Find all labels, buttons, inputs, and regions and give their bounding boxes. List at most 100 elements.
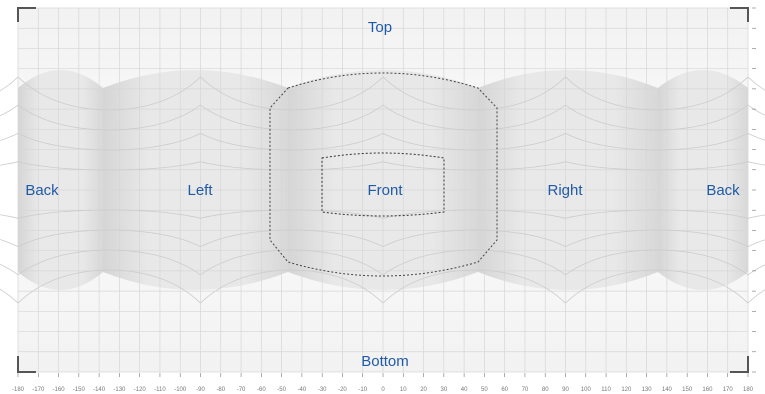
x-tick-label: 160: [702, 387, 713, 393]
grid-face-curve: [200, 161, 384, 171]
x-tick-label: -40: [298, 387, 307, 393]
grid-face-curve: [565, 269, 749, 304]
x-tick-label: -60: [257, 387, 266, 393]
grid-face-curve: [747, 214, 765, 219]
x-tick-label: -20: [338, 387, 347, 393]
x-tick-label: 40: [461, 387, 468, 393]
grid-face-curve: [565, 133, 749, 151]
grid-face-curve: [200, 229, 384, 247]
grid-face-curve: [200, 133, 384, 151]
label-back-left: Back: [25, 182, 59, 199]
x-tick-label: -160: [53, 387, 66, 393]
x-tick-label: 110: [601, 387, 611, 393]
grid-face-curve: [17, 229, 201, 247]
grid-face-curve: [17, 249, 201, 276]
x-tick-label: 130: [642, 387, 653, 393]
grid-face-curve: [747, 264, 765, 276]
grid-face-curve: [565, 104, 749, 131]
grid-face-curve: [17, 76, 201, 111]
x-tick-label: 180: [743, 387, 754, 393]
grid-face-curve: [382, 209, 566, 219]
grid-face-curve: [382, 104, 566, 131]
grid-face-curve: [747, 133, 765, 141]
x-tick-label: -100: [174, 387, 187, 393]
grid-face-curve: [0, 263, 19, 276]
grid-face-curve: [17, 269, 201, 304]
x-tick-label: -110: [154, 387, 166, 393]
x-tick-label: 0: [381, 387, 385, 393]
grid-face-curve: [200, 209, 384, 219]
grid-face-curve: [200, 104, 384, 131]
grid-face-curve: [0, 288, 19, 304]
x-tick-label: -50: [277, 387, 286, 393]
cylinder-faces: [18, 70, 748, 290]
x-tick-label: 90: [562, 387, 569, 393]
x-tick-label: -30: [318, 387, 327, 393]
label-top: Top: [368, 19, 392, 36]
x-tick-label: 20: [420, 387, 427, 393]
grid-face-curve: [17, 209, 201, 219]
x-tick-label: 100: [581, 387, 592, 393]
x-tick-label: -180: [12, 387, 25, 393]
x-tick-label: -10: [358, 387, 367, 393]
x-tick-label: 140: [662, 387, 673, 393]
cylinder-right: [478, 70, 658, 290]
grid-face-curve: [382, 161, 566, 171]
grid-face-curve: [0, 161, 19, 166]
grid-face-curve: [565, 229, 749, 247]
longitude-axis: -180 -170 -160 -150 -140 -130 -120 -110 -100 -90-…: [12, 373, 754, 393]
latitude-axis: [752, 7, 756, 373]
label-left: Left: [187, 182, 213, 199]
grid-face-curve: [382, 269, 566, 304]
grid-face-curve: [382, 76, 566, 111]
x-tick-label: -140: [93, 387, 106, 393]
label-back-right: Back: [706, 182, 740, 199]
x-tick-label: -70: [237, 387, 246, 393]
grid-face-curve: [0, 214, 19, 219]
grid-face-curve: [0, 76, 19, 92]
grid-face-curve: [382, 133, 566, 151]
grid-face-curve: [0, 104, 19, 117]
x-tick-label: -130: [113, 387, 126, 393]
grid-face-curve: [200, 249, 384, 276]
x-tick-label: 50: [481, 387, 488, 393]
grid-face-curve: [747, 161, 765, 166]
x-tick-label: -170: [32, 387, 45, 393]
corner-bracket-bottom-right: [730, 356, 749, 373]
grid-face-curve: [0, 239, 19, 247]
x-tick-label: 80: [542, 387, 549, 393]
corner-bracket-bottom-left: [17, 356, 36, 373]
grid-face-curve: [17, 161, 201, 171]
grid-face-curve: [382, 249, 566, 276]
x-tick-label: 70: [522, 387, 529, 393]
grid-face-curve: [565, 161, 749, 171]
grid-face-curve: [565, 76, 749, 111]
grid-face-curve: [747, 239, 765, 247]
grid-face-curve: [17, 104, 201, 131]
corner-bracket-top-right: [730, 7, 749, 22]
x-tick-label: 120: [621, 387, 632, 393]
cylinder-back-left: [18, 70, 103, 290]
viewport-outline: [321, 152, 445, 217]
grid-face-curve: [747, 104, 765, 116]
grid-face-curve: [382, 229, 566, 247]
grid-face-curve: [200, 269, 384, 304]
grid-face-curve: [565, 249, 749, 276]
x-tick-label: 170: [723, 387, 734, 393]
x-tick-label: -120: [134, 387, 147, 393]
grid-face-curve: [17, 133, 201, 151]
x-tick-label: -150: [73, 387, 86, 393]
x-tick-label: 30: [440, 387, 447, 393]
grid-face-curve: [200, 76, 384, 111]
cylinder-left: [103, 70, 288, 290]
grid-face-curve: [0, 133, 19, 141]
grid-face-curve: [565, 209, 749, 219]
cylinder-back-right: [658, 70, 748, 290]
x-tick-label: 60: [501, 387, 508, 393]
grid-face-curve: [747, 76, 765, 91]
x-tick-label: 150: [682, 387, 693, 393]
label-right: Right: [547, 182, 583, 199]
label-front: Front: [367, 182, 403, 199]
